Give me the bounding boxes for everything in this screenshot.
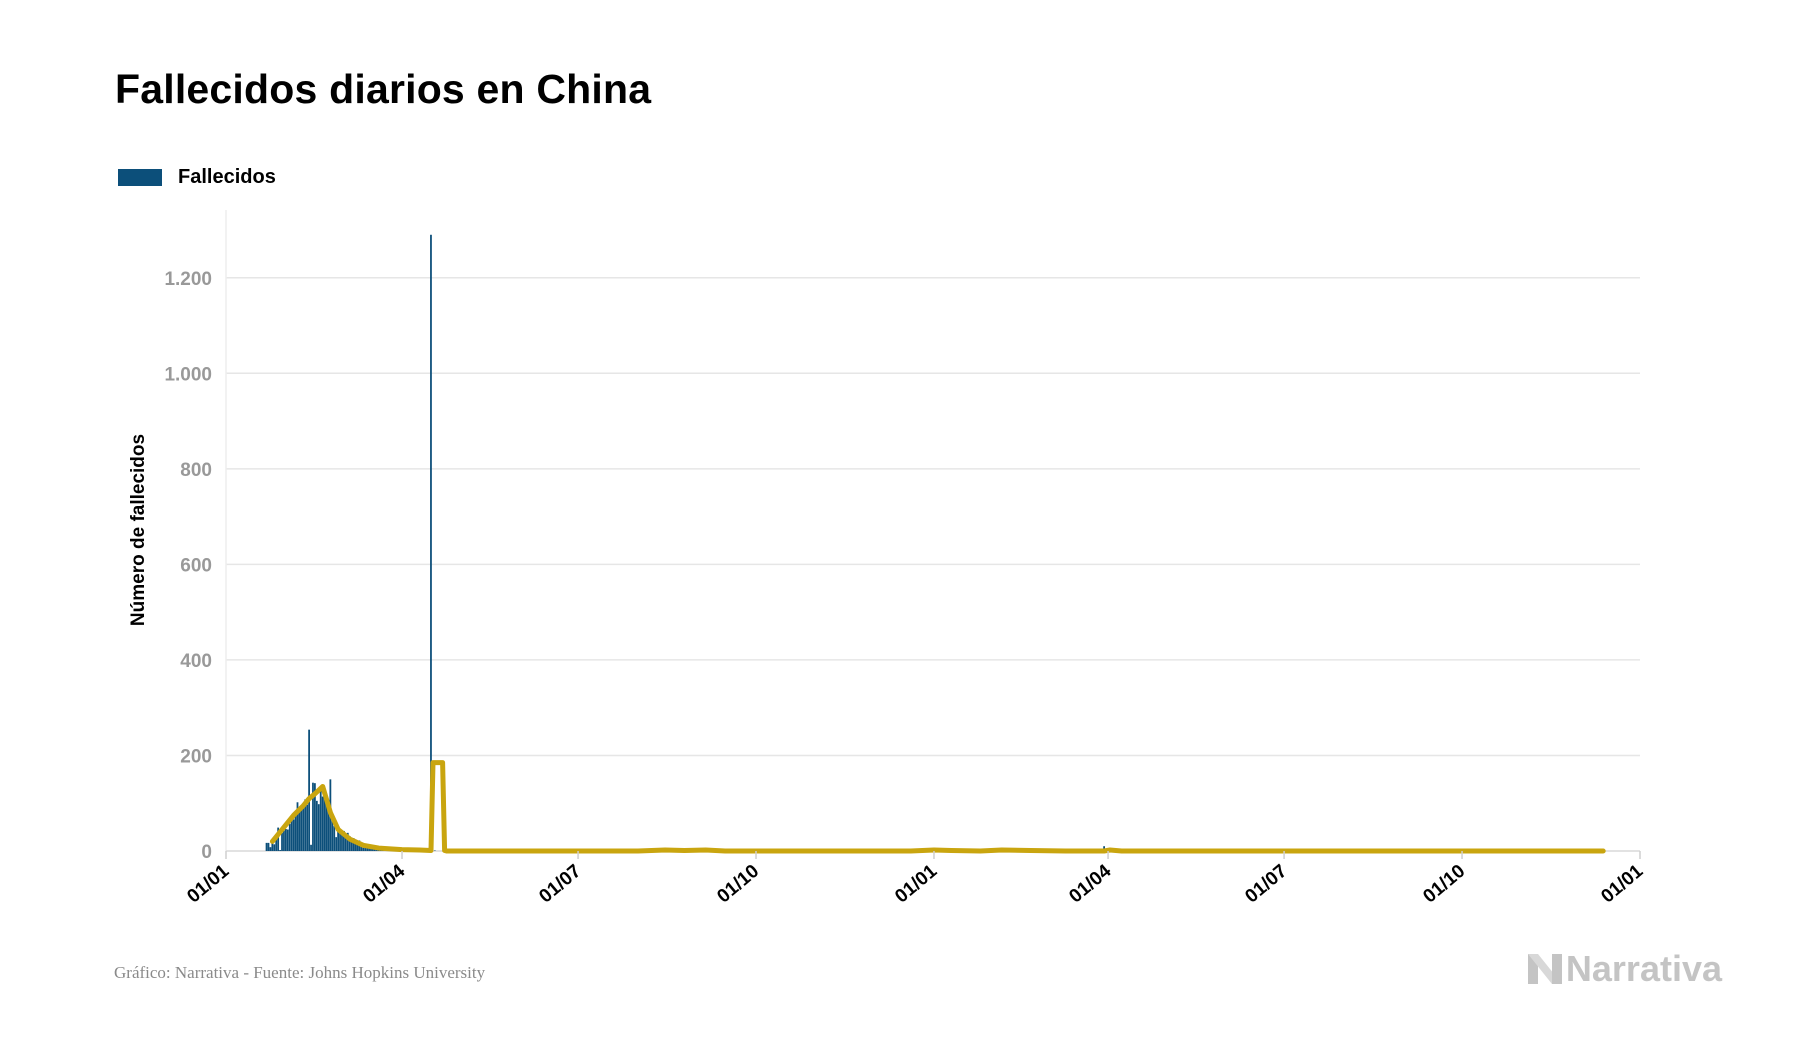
bar — [279, 850, 281, 851]
bar — [341, 834, 343, 851]
average-line — [269, 760, 1606, 854]
bar — [335, 837, 338, 851]
x-tick-label: 01/10 — [713, 861, 763, 908]
narrativa-logo-text: Narrativa — [1565, 948, 1722, 989]
bar — [277, 827, 280, 851]
bar — [319, 786, 322, 851]
bar — [310, 844, 312, 851]
bar — [325, 798, 328, 851]
legend-swatch-fallecidos — [118, 169, 162, 186]
bar — [283, 830, 285, 851]
y-tick-label: 800 — [180, 460, 212, 481]
bar — [292, 819, 295, 851]
line-series-average — [269, 760, 1606, 854]
bar — [312, 782, 314, 851]
legend-label-fallecidos: Fallecidos — [178, 166, 276, 188]
narrativa-logo: Narrativa — [1527, 948, 1722, 990]
x-tick-label: 01/01 — [1597, 860, 1647, 907]
bar — [265, 842, 268, 851]
bar — [300, 808, 303, 851]
bar — [302, 804, 305, 851]
y-tick-label: 200 — [180, 746, 212, 767]
bar — [304, 799, 307, 851]
bar — [294, 816, 297, 851]
x-tick-label: 01/01 — [183, 860, 233, 907]
bar — [348, 836, 351, 851]
bar — [343, 830, 345, 851]
y-tick-label: 0 — [201, 842, 212, 863]
x-tick-label: 01/01 — [891, 860, 941, 907]
x-tick-label: 01/07 — [1241, 861, 1291, 908]
bar — [366, 846, 369, 851]
x-tick-label: 01/04 — [1065, 860, 1115, 907]
x-tick-label: 01/10 — [1419, 861, 1469, 908]
bar — [286, 829, 289, 851]
y-tick-label: 400 — [180, 651, 212, 672]
source-credit: Gráfico: Narrativa - Fuente: Johns Hopki… — [114, 963, 486, 982]
bar — [269, 847, 272, 851]
chart-title: Fallecidos diarios en China — [115, 66, 652, 112]
bar — [288, 823, 291, 851]
grid-lines — [225, 210, 1640, 852]
bar — [275, 838, 278, 851]
bar — [298, 809, 301, 851]
bar — [323, 794, 326, 851]
bar — [267, 842, 270, 851]
bar — [350, 837, 353, 851]
bar — [430, 234, 432, 851]
bar — [356, 842, 359, 851]
bar — [317, 804, 320, 851]
bar — [333, 826, 336, 851]
bar — [321, 796, 324, 851]
bar — [360, 845, 363, 851]
x-tick-label: 01/04 — [359, 860, 409, 907]
bar — [337, 829, 340, 851]
bar — [331, 817, 334, 851]
bar — [352, 838, 355, 851]
bar — [306, 804, 309, 851]
legend: Fallecidos — [118, 166, 276, 189]
bar — [296, 802, 299, 851]
bar — [362, 847, 365, 851]
bar — [281, 832, 283, 851]
bar-series-fallecidos — [265, 234, 1106, 851]
bar — [314, 783, 316, 851]
bar — [354, 840, 357, 851]
y-axis-label: Número de fallecidos — [128, 434, 149, 626]
narrativa-logo-icon — [1527, 954, 1562, 984]
bar — [344, 836, 347, 851]
y-tick-label: 1.000 — [164, 364, 212, 385]
bar — [346, 832, 349, 851]
bar — [284, 829, 287, 851]
bar — [273, 844, 276, 851]
bar — [327, 804, 330, 851]
y-axis-ticks: 0 200 400 600 800 1.000 1.200 — [164, 269, 212, 863]
bar — [339, 828, 341, 851]
x-tick-label: 01/07 — [535, 861, 585, 908]
x-axis-ticks: 01/01 01/04 01/07 01/10 01/01 01/04 01/07 01/10… — [183, 851, 1648, 908]
y-tick-label: 600 — [180, 555, 212, 576]
bar — [308, 729, 310, 851]
bar — [315, 800, 318, 851]
bar — [375, 849, 378, 851]
bar — [271, 843, 274, 851]
y-tick-label: 1.200 — [164, 269, 212, 290]
bar — [290, 819, 293, 851]
